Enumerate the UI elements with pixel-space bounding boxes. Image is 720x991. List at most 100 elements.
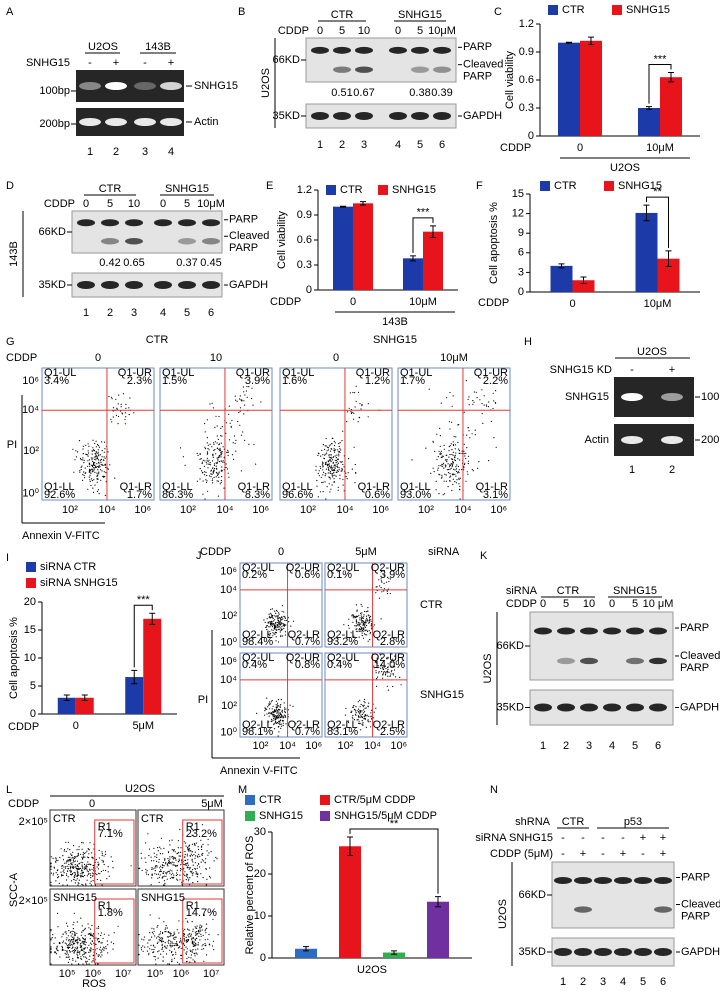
band [554,877,572,884]
event-dot [277,711,278,712]
event-dot [198,854,199,855]
label: 1 [560,976,566,988]
label: 3 [600,976,606,988]
event-dot [207,850,208,851]
event-dot [468,461,469,462]
event-dot [482,413,483,414]
event-dot [361,612,362,613]
event-dot [79,472,80,473]
event-dot [79,938,80,939]
event-dot [170,943,171,944]
legend-swatch [320,811,330,821]
event-dot [456,468,457,469]
event-dot [69,959,70,960]
event-dot [243,400,244,401]
event-dot [208,844,209,845]
event-dot [458,472,459,473]
label: 10⁶ [134,504,151,516]
event-dot [156,861,157,862]
event-dot [433,468,434,469]
event-dot [280,728,281,729]
event-dot [269,621,270,622]
event-dot [202,859,203,860]
event-dot [171,933,172,934]
panel-letter: C [494,6,502,18]
event-dot [173,864,174,865]
event-dot [453,444,454,445]
event-dot [69,870,70,871]
event-dot [362,717,363,718]
event-dot [218,481,219,482]
event-dot [361,710,362,711]
event-dot [85,944,86,945]
event-dot [332,484,333,485]
event-dot [448,457,449,458]
event-dot [285,631,286,632]
event-dot [182,884,183,885]
event-dot [464,453,465,454]
event-dot [337,464,338,465]
event-dot [85,928,86,929]
label: + [113,57,119,69]
event-dot [122,413,123,414]
event-dot [333,457,334,458]
event-dot [207,491,208,492]
event-dot [70,861,71,862]
event-dot [92,465,93,466]
event-dot [283,723,284,724]
event-dot [77,878,78,879]
event-dot [82,849,83,850]
label: PARP [680,662,709,674]
event-dot [187,935,188,936]
event-dot [368,706,369,707]
significance: ** [653,186,662,198]
event-dot [356,616,357,617]
event-dot [149,932,150,933]
event-dot [220,428,221,429]
label: 10⁰ [22,487,39,499]
event-dot [79,470,80,471]
event-dot [381,582,382,583]
event-dot [359,721,360,722]
label: 3.4% [44,375,69,387]
event-dot [203,480,204,481]
event-dot [475,430,476,431]
event-dot [56,872,57,873]
event-dot [357,624,358,625]
event-dot [179,859,180,860]
event-dot [370,632,371,633]
event-dot [442,456,443,457]
event-dot [158,958,159,959]
event-dot [197,881,198,882]
label: 143B [8,241,20,267]
label: 0 [89,798,95,810]
event-dot [107,952,108,953]
event-dot [50,869,51,870]
label: 0.6% [295,569,320,581]
event-dot [328,460,329,461]
event-dot [86,864,87,865]
event-dot [98,445,99,446]
event-dot [71,963,72,964]
event-dot [326,438,327,439]
event-dot [278,711,279,712]
label: GAPDH [229,279,268,291]
event-dot [381,591,382,592]
legend-label: SNHG15 [259,810,303,822]
event-dot [95,884,96,885]
event-dot [68,868,69,869]
event-dot [352,392,353,393]
event-dot [77,874,78,875]
event-dot [89,464,90,465]
event-dot [272,714,273,715]
label: PARP [463,71,492,83]
event-dot [82,950,83,951]
event-dot [193,944,194,945]
event-dot [92,440,93,441]
event-dot [164,865,165,866]
event-dot [72,857,73,858]
event-dot [339,467,340,468]
event-dot [114,932,115,933]
event-dot [472,469,473,470]
event-dot [386,582,387,583]
